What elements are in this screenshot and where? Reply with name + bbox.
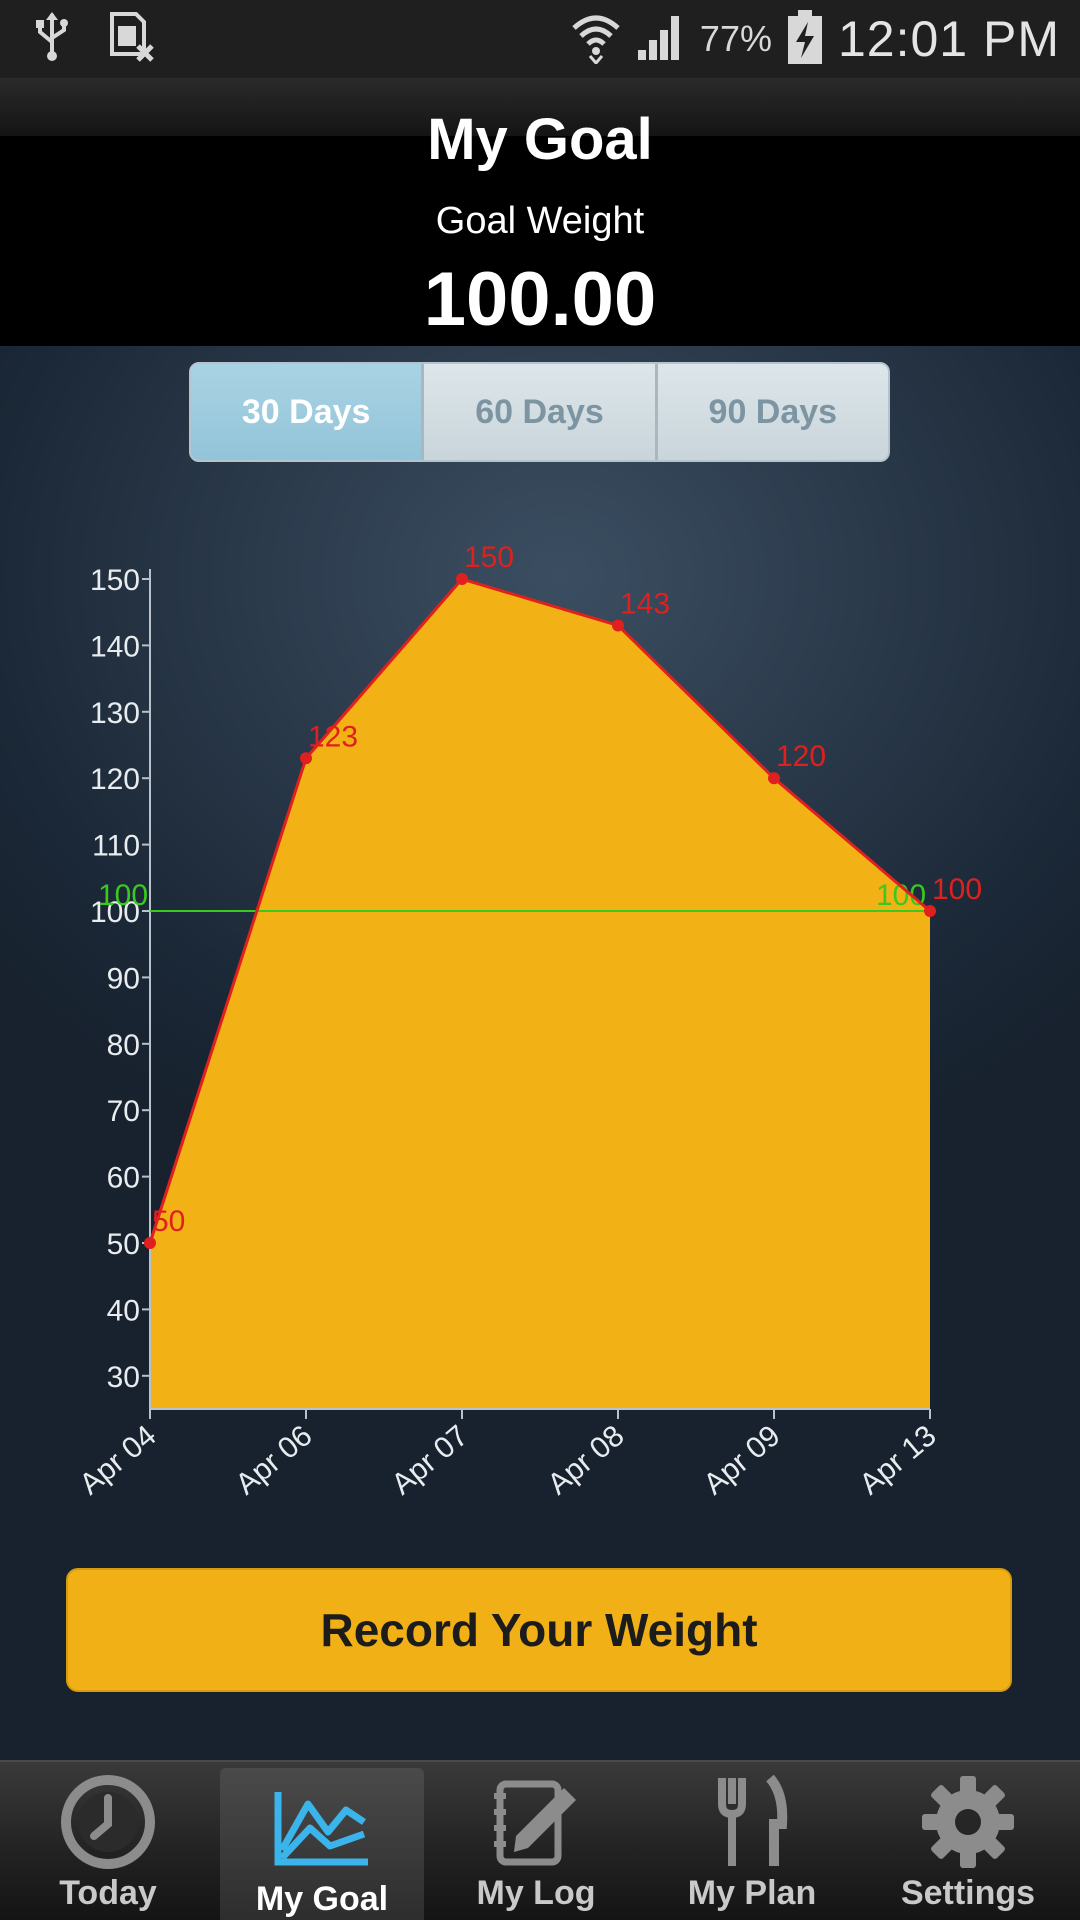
signal-icon (636, 12, 686, 67)
y-tick-label: 150 (90, 564, 140, 597)
y-tick-label: 70 (107, 1095, 140, 1128)
data-point (612, 619, 624, 632)
y-tick-label: 130 (90, 697, 140, 730)
x-tick-label: Apr 07 (386, 1419, 475, 1501)
data-point (924, 905, 936, 917)
x-tick-label: Apr 13 (854, 1419, 943, 1501)
nav-item-my-goal[interactable]: My Goal (220, 1768, 424, 1920)
fork-knife-icon (692, 1772, 812, 1872)
data-label: 150 (464, 541, 514, 574)
clock-icon (48, 1772, 168, 1872)
goal-line-label: 100 (98, 879, 148, 912)
x-tick-label: Apr 06 (230, 1419, 319, 1501)
gear-icon (908, 1772, 1028, 1872)
y-tick-label: 60 (107, 1162, 140, 1195)
chart-series-line (148, 577, 931, 1244)
data-point (144, 1237, 156, 1249)
page-title: My Goal (427, 107, 653, 172)
y-tick-label: 50 (107, 1228, 140, 1261)
range-selector: 30 Days 60 Days 90 Days (189, 362, 890, 462)
data-point (300, 752, 312, 765)
nav-label-settings: Settings (900, 1874, 1036, 1912)
data-label: 120 (776, 740, 826, 773)
y-tick-label: 110 (92, 830, 140, 863)
bottom-nav: Today My Goal My Log (0, 1760, 1080, 1920)
y-tick-label: 120 (90, 763, 140, 796)
tab-30-days[interactable]: 30 Days (191, 364, 425, 460)
nav-label-my-goal: My Goal (255, 1880, 389, 1918)
sim-card-off-icon (108, 11, 156, 67)
y-tick-label: 90 (107, 962, 140, 995)
status-bar: 77% 12:01 PM (0, 0, 1080, 78)
y-tick-label: 30 (107, 1361, 140, 1394)
usb-icon (34, 11, 70, 67)
goal-line-label: 100 (876, 879, 926, 912)
wifi-icon (570, 10, 622, 69)
nav-item-my-plan[interactable]: My Plan (644, 1762, 860, 1920)
y-tick-label: 80 (107, 1029, 140, 1062)
weight-chart: 30 40 50 60 70 80 90 100 110 120 130 140 150 Apr 04 Ap… (74, 541, 982, 1501)
nav-label-my-log: My Log (476, 1874, 596, 1912)
data-label: 123 (308, 720, 358, 753)
tab-90-days[interactable]: 90 Days (657, 364, 888, 460)
chart-area-fill (150, 579, 930, 1409)
x-tick-label: Apr 09 (698, 1419, 787, 1501)
goal-weight-label: Goal Weight (435, 200, 645, 242)
tab-60-days[interactable]: 60 Days (424, 364, 658, 460)
record-weight-button[interactable]: Record Your Weight (66, 1568, 1012, 1692)
main-content: 30 Days 60 Days 90 Days 30 40 50 60 70 80 90 10… (0, 346, 1080, 1760)
x-tick-label: Apr 04 (74, 1419, 163, 1501)
nav-item-today[interactable]: Today (0, 1762, 216, 1920)
header-band (0, 78, 1080, 136)
goal-weight-value: 100.00 (423, 257, 657, 342)
data-label: 143 (620, 587, 670, 620)
battery-percent: 77% (699, 18, 772, 59)
chart-icon (262, 1778, 382, 1878)
header: My Goal Goal Weight 100.00 (0, 78, 1080, 346)
battery-charging-icon (786, 8, 824, 71)
data-point (456, 573, 468, 585)
clock-time: 12:01 PM (837, 11, 1060, 67)
y-tick-label: 140 (90, 630, 140, 663)
data-label: 100 (932, 873, 982, 906)
data-label: 50 (152, 1205, 185, 1238)
x-tick-label: Apr 08 (542, 1419, 631, 1501)
nav-item-my-log[interactable]: My Log (428, 1762, 644, 1920)
nav-label-today: Today (59, 1874, 157, 1912)
nav-item-settings[interactable]: Settings (860, 1762, 1076, 1920)
data-point (768, 772, 780, 785)
y-tick-label: 40 (107, 1294, 140, 1327)
y-tick-label: 100 (90, 896, 140, 929)
nav-label-my-plan: My Plan (687, 1874, 817, 1912)
notebook-pencil-icon (476, 1772, 596, 1872)
